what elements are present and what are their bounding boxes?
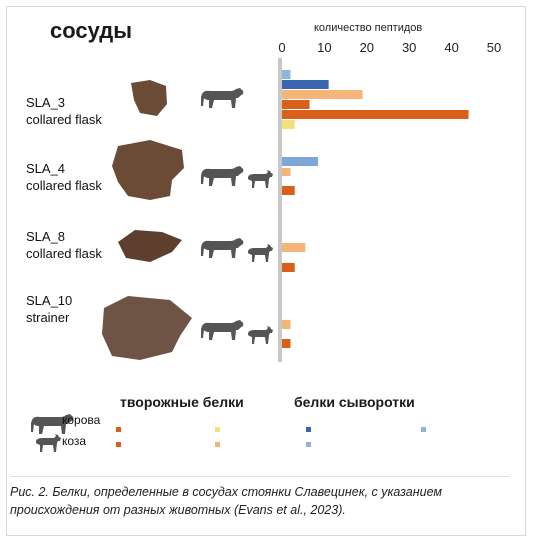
- legend-swatch-whey-goat: [421, 427, 426, 432]
- figure-frame: [6, 6, 526, 536]
- bar-sla8-9: [282, 243, 306, 252]
- x-axis-label: количество пептидов: [314, 22, 423, 34]
- legend-swatch-casein-cow: [116, 427, 121, 432]
- x-tick-label: 20: [359, 40, 375, 55]
- sherd-sla3: [131, 80, 167, 116]
- vessel-type: collared flask: [26, 178, 102, 193]
- legend-cow-label: корова: [62, 413, 101, 427]
- goat-icon: [248, 170, 273, 188]
- legend-swatch-whey-cow: [306, 427, 311, 432]
- sherd-sla10: [102, 296, 192, 360]
- vessel-name: SLA_4: [26, 161, 66, 176]
- bar-sla4-6: [282, 157, 319, 166]
- x-tick-label: 0: [278, 40, 286, 55]
- goat-icon: [248, 326, 273, 344]
- legend-swatch-whey-cow-goat: [306, 442, 311, 447]
- axis-line: [278, 58, 282, 362]
- legend-swatch-casein-goat: [215, 427, 220, 432]
- vessel-label-sla3: SLA_3 collared flask: [26, 94, 102, 128]
- cow-icon: [201, 88, 244, 108]
- vessel-label-sla10: SLA_10 strainer: [26, 292, 72, 326]
- vessel-type: collared flask: [26, 246, 102, 261]
- cow-icon: [201, 320, 244, 340]
- bar-sla4-8: [282, 186, 295, 195]
- bar-sla3-4: [282, 110, 469, 119]
- bar-sla3-0: [282, 70, 291, 79]
- bar-sla4-7: [282, 168, 291, 176]
- legend-casein-heading: творожные белки: [120, 394, 244, 410]
- sherd-sla8: [118, 230, 182, 262]
- bar-sla3-3: [282, 100, 310, 109]
- legend-whey-heading: белки сыворотки: [294, 394, 415, 410]
- vessel-name: SLA_3: [26, 95, 66, 110]
- cow-icon: [201, 166, 244, 186]
- legend-swatch-casein-cow-goat: [116, 442, 121, 447]
- vessel-name: SLA_8: [26, 229, 66, 244]
- vessel-type: collared flask: [26, 112, 102, 127]
- vessel-name: SLA_10: [26, 293, 73, 308]
- vessel-label-sla4: SLA_4 collared flask: [26, 160, 102, 194]
- goat-icon: [248, 244, 273, 262]
- legend-goat-label: коза: [62, 434, 87, 448]
- x-tick-label: 40: [444, 40, 459, 55]
- legend-swatch-casein-goat2: [215, 442, 220, 447]
- bar-sla3-5: [282, 120, 295, 129]
- goat-icon: [36, 434, 61, 452]
- sherd-sla4: [112, 140, 184, 200]
- cow-icon: [201, 238, 244, 258]
- bar-sla10-11: [282, 320, 291, 329]
- chart-title: сосуды: [50, 18, 133, 43]
- x-tick-label: 30: [401, 40, 417, 55]
- bar-group: [282, 70, 469, 348]
- bar-sla8-10: [282, 263, 295, 272]
- x-tick-label: 50: [486, 40, 502, 55]
- x-tick-label: 10: [317, 40, 332, 55]
- figure-caption: Рис. 2. Белки, определенные в сосудах ст…: [10, 476, 510, 519]
- bar-sla3-1: [282, 80, 329, 89]
- bar-sla10-12: [282, 339, 291, 348]
- bar-sla3-2: [282, 90, 363, 99]
- vessel-type: strainer: [26, 310, 70, 325]
- vessel-label-sla8: SLA_8 collared flask: [26, 228, 102, 262]
